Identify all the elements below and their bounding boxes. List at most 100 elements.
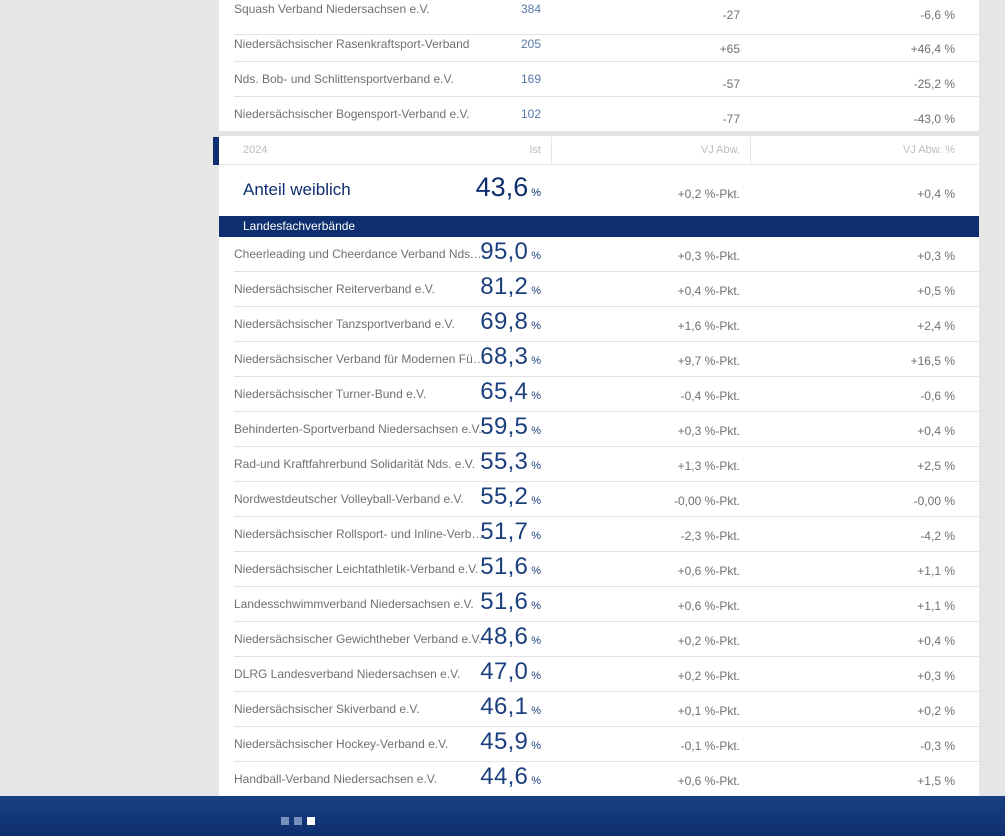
- female-share-number: 51,7: [480, 518, 529, 545]
- female-share-unit: %: [531, 425, 541, 437]
- table-row[interactable]: Niedersächsischer Hockey-Verband e.V. 45,…: [234, 727, 979, 762]
- vj-deviation-percent: +16,5 %: [910, 354, 955, 368]
- table-row[interactable]: Rad-und Kraftfahrerbund Solidarität Nds.…: [234, 447, 979, 482]
- vj-deviation: +0,3 %-Pkt.: [677, 249, 740, 263]
- vj-deviation: -2,3 %-Pkt.: [680, 529, 740, 543]
- female-share-value: 55,3%: [480, 448, 541, 476]
- table-row[interactable]: Niedersächsischer Tanzsportverband e.V. 6…: [234, 307, 979, 342]
- vj-deviation-percent: +46,4 %: [910, 42, 955, 56]
- female-share-value: 48,6%: [480, 623, 541, 651]
- pagination-dot[interactable]: [294, 817, 302, 825]
- table-row[interactable]: Cheerleading und Cheerdance Verband Nds.…: [234, 237, 979, 272]
- vj-deviation: +1,6 %-Pkt.: [677, 319, 740, 333]
- pagination-dot[interactable]: [307, 817, 315, 825]
- vj-deviation: +0,6 %-Pkt.: [677, 599, 740, 613]
- association-name: Niedersächsischer Hockey-Verband e.V.: [234, 737, 449, 751]
- table-row[interactable]: Niedersächsischer Reiterverband e.V. 81,2…: [234, 272, 979, 307]
- vj-deviation: +0,1 %-Pkt.: [677, 704, 740, 718]
- female-share-unit: %: [531, 740, 541, 752]
- association-name: Niedersächsischer Skiverband e.V.: [234, 702, 420, 716]
- association-name: Niedersächsischer Leichtathletik-Verband…: [234, 562, 479, 576]
- female-share-number: 55,2: [480, 483, 529, 510]
- female-share-number: 69,8: [480, 308, 529, 335]
- section-title: Landesfachverbände: [243, 219, 356, 233]
- table-row[interactable]: Squash Verband Niedersachsen e.V. 384 -2…: [234, 0, 979, 35]
- female-share-value: 59,5%: [480, 413, 541, 441]
- association-name: Niedersächsischer Turner-Bund e.V.: [234, 387, 427, 401]
- female-share-unit: %: [531, 250, 541, 262]
- table-row[interactable]: Handball-Verband Niedersachsen e.V. 44,6%…: [234, 762, 979, 796]
- section-separator: [219, 131, 979, 136]
- female-share-unit: %: [531, 670, 541, 682]
- table-row[interactable]: Niedersächsischer Turner-Bund e.V. 65,4% -…: [234, 377, 979, 412]
- table-row[interactable]: Niedersächsischer Rasenkraftsport-Verban…: [234, 27, 979, 62]
- association-name: Rad-und Kraftfahrerbund Solidarität Nds.…: [234, 457, 476, 471]
- table-row[interactable]: DLRG Landesverband Niedersachsen e.V. 47,…: [234, 657, 979, 692]
- vj-deviation-percent: +0,4 %: [917, 634, 955, 648]
- header-vj-deviation[interactable]: VJ Abw.: [700, 144, 740, 156]
- summary-value: 43,6%: [476, 172, 541, 203]
- association-name: Niedersächsischer Tanzsportverband e.V.: [234, 317, 455, 331]
- female-share-unit: %: [531, 530, 541, 542]
- female-share-number: 81,2: [480, 273, 529, 300]
- female-share-unit: %: [531, 705, 541, 717]
- vj-deviation: +9,7 %-Pkt.: [677, 354, 740, 368]
- table-header: 2024 Ist VJ Abw. VJ Abw. %: [219, 137, 979, 165]
- vj-deviation-percent: +2,5 %: [917, 459, 955, 473]
- table-row[interactable]: Landesschwimmverband Niedersachsen e.V. 5…: [234, 587, 979, 622]
- association-name: Niedersächsischer Gewichtheber Verband e…: [234, 632, 482, 646]
- table-row[interactable]: Niedersächsischer Verband für Modernen F…: [234, 342, 979, 377]
- vj-deviation: +0,4 %-Pkt.: [677, 284, 740, 298]
- female-share-value: 51,7%: [480, 518, 541, 546]
- female-share-value: 46,1%: [480, 693, 541, 721]
- pagination-dot[interactable]: [281, 817, 289, 825]
- vj-deviation: +1,3 %-Pkt.: [677, 459, 740, 473]
- table-row[interactable]: Nordwestdeutscher Volleyball-Verband e.V…: [234, 482, 979, 517]
- header-ist[interactable]: Ist: [529, 144, 541, 156]
- female-share-value: 68,3%: [480, 343, 541, 371]
- section-header: Landesfachverbände: [219, 216, 979, 237]
- association-name: Niedersächsischer Rollsport- und Inline-…: [234, 527, 486, 541]
- member-count: 384: [520, 2, 541, 16]
- female-share-unit: %: [531, 495, 541, 507]
- association-name: Nordwestdeutscher Volleyball-Verband e.V…: [234, 492, 464, 506]
- female-share-number: 59,5: [480, 413, 529, 440]
- female-share-number: 51,6: [480, 553, 529, 580]
- female-share-value: 51,6%: [480, 588, 541, 616]
- table-row[interactable]: Behinderten-Sportverband Niedersachsen e…: [234, 412, 979, 447]
- female-share-number: 44,6: [480, 763, 529, 790]
- vj-deviation: -57: [722, 77, 740, 91]
- female-share-number: 47,0: [480, 658, 529, 685]
- female-share-number: 68,3: [480, 343, 529, 370]
- vj-deviation: +0,2 %-Pkt.: [677, 634, 740, 648]
- association-name: Niedersächsischer Verband für Modernen F…: [234, 352, 486, 366]
- member-count: 169: [520, 72, 541, 86]
- header-vj-deviation-percent[interactable]: VJ Abw. %: [903, 144, 955, 156]
- association-name: Niedersächsischer Bogensport-Verband e.V…: [234, 107, 470, 121]
- female-share-value: 95,0%: [480, 238, 541, 266]
- table-row[interactable]: Niedersächsischer Skiverband e.V. 46,1% +0…: [234, 692, 979, 727]
- table-row[interactable]: Niedersächsischer Rollsport- und Inline-…: [234, 517, 979, 552]
- association-name: Nds. Bob- und Schlittensportverband e.V.: [234, 72, 454, 86]
- association-name: Landesschwimmverband Niedersachsen e.V.: [234, 597, 474, 611]
- header-year: 2024: [243, 144, 268, 156]
- table-row[interactable]: Nds. Bob- und Schlittensportverband e.V.…: [234, 62, 979, 97]
- female-share-number: 65,4: [480, 378, 529, 405]
- female-share-unit: %: [531, 775, 541, 787]
- vj-deviation-percent: +0,3 %: [917, 249, 955, 263]
- vj-deviation-percent: -25,2 %: [913, 77, 955, 91]
- female-share-unit: %: [531, 355, 541, 367]
- table-row[interactable]: Niedersächsischer Leichtathletik-Verband…: [234, 552, 979, 587]
- member-count: 102: [520, 107, 541, 121]
- female-share-unit: %: [531, 390, 541, 402]
- table-row[interactable]: Niedersächsischer Gewichtheber Verband e…: [234, 622, 979, 657]
- association-name: Niedersächsischer Rasenkraftsport-Verban…: [234, 37, 470, 51]
- summary-label: Anteil weiblich: [243, 180, 351, 199]
- footer-bar: [0, 796, 1005, 836]
- table-row[interactable]: Niedersächsischer Bogensport-Verband e.V…: [234, 97, 979, 132]
- female-share-value: 81,2%: [480, 273, 541, 301]
- vj-deviation: -27: [722, 8, 740, 22]
- vj-deviation-percent: +0,3 %: [917, 669, 955, 683]
- female-share-unit: %: [531, 565, 541, 577]
- vj-deviation: +0,6 %-Pkt.: [677, 564, 740, 578]
